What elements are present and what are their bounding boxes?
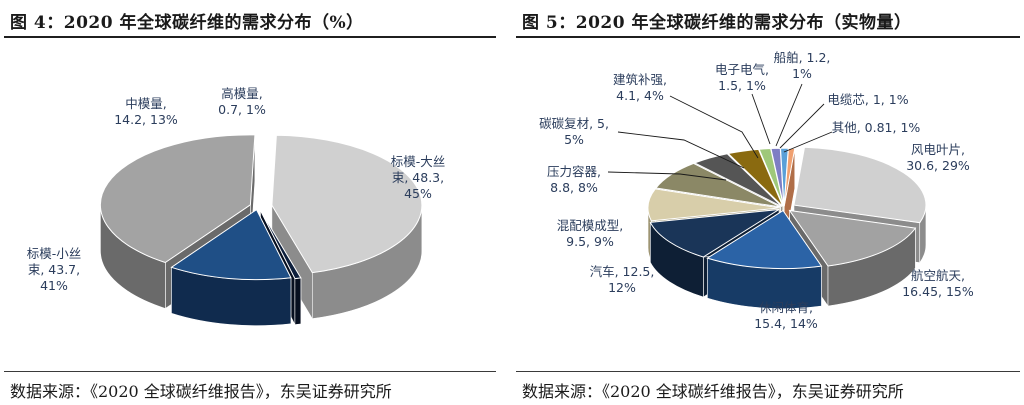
label-construction: 建筑补强, 4.1, 4% <box>613 72 667 103</box>
label-other-line: 其他, 0.81, 1% <box>832 120 921 135</box>
source-rule <box>516 371 1020 372</box>
pie-slice-0 <box>271 134 423 274</box>
leader-line <box>751 93 771 145</box>
chart-panel-right: 图 5：2020 年全球碳纤维的需求分布（实物量） 风电叶片, 30.6, 29%… <box>512 0 1024 405</box>
label-aerospace-line: 航空航天, <box>911 268 965 283</box>
leader-line <box>607 171 727 181</box>
label-mid-modulus: 中模量, 14.2, 13% <box>114 96 178 127</box>
chart-panel-left: 图 4：2020 年全球碳纤维的需求分布（%） 标模-大丝束, 48.3, 45%… <box>0 0 500 405</box>
source-rule <box>4 371 496 372</box>
label-cc-composite: 碳碳复材, 5, 5% <box>539 116 609 147</box>
leader-line <box>617 131 745 169</box>
pie-slice-2 <box>706 209 823 270</box>
title-rule <box>516 36 1020 38</box>
label-sports-line: 15.4, 14% <box>754 316 818 331</box>
leader-line <box>783 131 833 153</box>
label-ship-line: 船舶, 1.2, <box>774 50 831 65</box>
label-cable-core: 电缆芯, 1, 1% <box>827 92 908 107</box>
label-wind-blade: 风电叶片, 30.6, 29% <box>906 142 970 173</box>
label-electronics-line: 1.5, 1% <box>718 78 766 93</box>
label-electronics: 电子电气, 1.5, 1% <box>715 62 769 93</box>
pie-slice-1 <box>260 210 302 280</box>
pie-chart-fig4: 标模-大丝束, 48.3, 45% 高模量, 0.7, 1% 中模量, 14.2, 13%… <box>27 86 446 326</box>
label-pressure-vessel: 压力容器, 8.8, 8% <box>547 164 601 195</box>
chart-title: 图 4：2020 年全球碳纤维的需求分布（%） <box>10 13 364 33</box>
pie-chart-fig5: 风电叶片, 30.6, 29% 航空航天, 16.45, 15% 休闲体育, 15.4, … <box>539 50 974 331</box>
label-high-modulus-line: 高模量, <box>221 86 262 101</box>
label-small-tow-line: 标模-小丝 <box>27 246 82 261</box>
pie-slice-0 <box>793 146 927 224</box>
pie-slice-6 <box>693 153 783 207</box>
label-wind-blade-line: 30.6, 29% <box>906 158 970 173</box>
label-other: 其他, 0.81, 1% <box>832 120 921 135</box>
pie-slice-3 <box>649 208 780 258</box>
pie-tops <box>99 134 423 281</box>
label-high-modulus: 高模量, 0.7, 1% <box>218 86 266 117</box>
label-ship-line: 1% <box>792 66 812 81</box>
pie-labels: 风电叶片, 30.6, 29% 航空航天, 16.45, 15% 休闲体育, 15.4, … <box>539 50 974 331</box>
label-pressure-vessel-line: 压力容器, <box>547 164 601 179</box>
label-auto: 汽车, 12.5, 12% <box>590 264 655 295</box>
leader-line <box>775 83 803 147</box>
label-small-tow: 标模-小丝束, 43.7, 41% <box>27 246 82 293</box>
pie-tops <box>647 146 927 270</box>
label-ship: 船舶, 1.2, 1% <box>774 50 831 81</box>
pie-slice-1 <box>788 209 917 267</box>
label-molding-line: 9.5, 9% <box>566 234 614 249</box>
label-auto-line: 汽车, 12.5, <box>590 264 655 279</box>
label-sports-line: 休闲体育, <box>759 300 813 315</box>
label-large-tow-line: 45% <box>404 186 432 201</box>
label-high-modulus-line: 0.7, 1% <box>218 102 266 117</box>
label-small-tow-line: 束, 43.7, <box>28 262 80 277</box>
label-small-tow-line: 41% <box>40 278 68 293</box>
label-electronics-line: 电子电气, <box>715 62 769 77</box>
leader-line <box>779 103 825 149</box>
label-mid-modulus-line: 14.2, 13% <box>114 112 178 127</box>
pie-slice-3 <box>99 134 256 264</box>
label-construction-line: 4.1, 4% <box>616 88 664 103</box>
label-pressure-vessel-line: 8.8, 8% <box>550 180 598 195</box>
label-cable-core-line: 电缆芯, 1, 1% <box>827 92 908 107</box>
label-molding: 混配模成型, 9.5, 9% <box>557 218 623 249</box>
label-cc-composite-line: 碳碳复材, 5, <box>539 116 609 131</box>
chart-title: 图 5：2020 年全球碳纤维的需求分布（实物量） <box>522 13 912 33</box>
label-cc-composite-line: 5% <box>564 132 584 147</box>
label-molding-line: 混配模成型, <box>557 218 623 233</box>
label-large-tow-line: 束, 48.3, <box>392 170 444 185</box>
label-construction-line: 建筑补强, <box>613 72 667 87</box>
label-mid-modulus-line: 中模量, <box>125 96 166 111</box>
leader-line <box>669 95 759 159</box>
source-note: 数据来源：《2020 全球碳纤维报告》，东吴证券研究所 <box>10 382 392 401</box>
pie-slice-2 <box>170 208 292 281</box>
pie-slice-4 <box>647 188 781 222</box>
pie-slice-5 <box>655 162 781 208</box>
label-large-tow: 标模-大丝束, 48.3, 45% <box>391 154 446 201</box>
label-auto-line: 12% <box>608 280 636 295</box>
pie-slice-7 <box>727 148 784 207</box>
label-aerospace-line: 16.45, 15% <box>902 284 974 299</box>
label-large-tow-line: 标模-大丝 <box>391 154 446 169</box>
pie-labels: 标模-大丝束, 48.3, 45% 高模量, 0.7, 1% 中模量, 14.2, 13%… <box>27 86 446 293</box>
source-note: 数据来源：《2020 全球碳纤维报告》，东吴证券研究所 <box>522 382 904 401</box>
label-aerospace: 航空航天, 16.45, 15% <box>902 268 974 299</box>
slice-outer-wall <box>294 277 302 325</box>
label-wind-blade-line: 风电叶片, <box>911 142 965 157</box>
label-sports: 休闲体育, 15.4, 14% <box>754 300 818 331</box>
title-rule <box>4 36 496 38</box>
